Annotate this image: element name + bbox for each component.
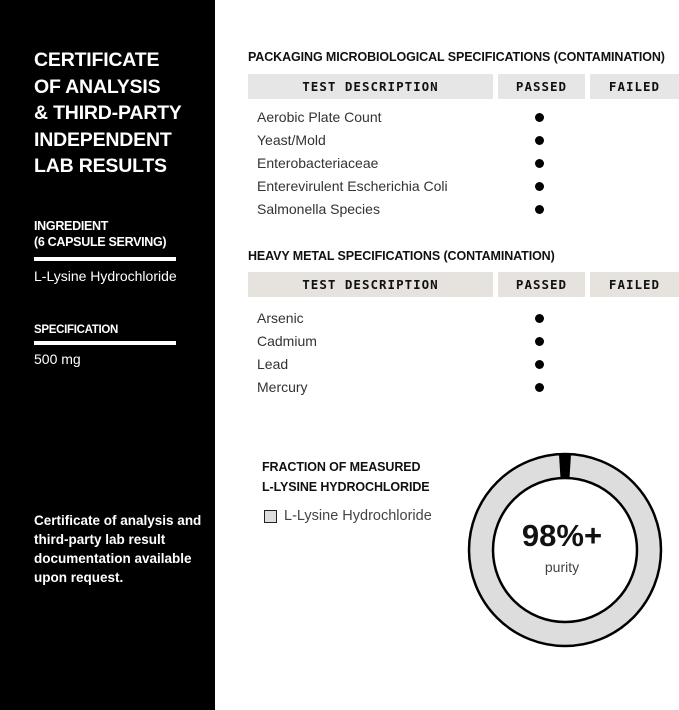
title-line: & THIRD-PARTY: [34, 102, 182, 124]
title-line: LAB RESULTS: [34, 155, 167, 177]
ingredient-label: INGREDIENT (6 CAPSULE SERVING): [34, 218, 167, 250]
heavy-metal-title: HEAVY METAL SPECIFICATIONS (CONTAMINATIO…: [248, 249, 555, 263]
label-line: (6 CAPSULE SERVING): [34, 235, 167, 249]
header-passed: PASSED: [498, 74, 585, 99]
header-failed: FAILED: [590, 74, 679, 99]
passed-dot-icon: [535, 159, 544, 168]
specification-value: 500 mg: [34, 351, 81, 367]
test-row-label: Yeast/Mold: [257, 132, 326, 148]
title-line: L-LYSINE HYDROCHLORIDE: [262, 480, 430, 494]
test-row-label: Salmonella Species: [257, 201, 380, 217]
label-line: INGREDIENT: [34, 219, 109, 233]
test-row-label: Mercury: [257, 379, 308, 395]
divider: [34, 341, 176, 345]
page-title: CERTIFICATE OF ANALYSIS & THIRD-PARTY IN…: [34, 47, 182, 180]
test-row-label: Enterobacteriaceae: [257, 155, 379, 171]
sidebar: CERTIFICATE OF ANALYSIS & THIRD-PARTY IN…: [0, 0, 215, 710]
test-row-label: Cadmium: [257, 333, 317, 349]
purity-sublabel: purity: [544, 559, 580, 575]
divider: [34, 257, 176, 261]
title-line: FRACTION OF MEASURED: [262, 460, 421, 474]
remainder-slice: [468, 453, 662, 647]
header-test-description: TEST DESCRIPTION: [248, 272, 493, 297]
microbiological-title: PACKAGING MICROBIOLOGICAL SPECIFICATIONS…: [248, 50, 665, 64]
purity-donut: [467, 452, 663, 648]
header-failed: FAILED: [590, 272, 679, 297]
fraction-title: FRACTION OF MEASURED L-LYSINE HYDROCHLOR…: [262, 457, 430, 497]
legend-swatch: [264, 510, 277, 523]
passed-dot-icon: [535, 113, 544, 122]
title-line: INDEPENDENT: [34, 128, 172, 151]
test-row-label: Lead: [257, 356, 289, 372]
donut-inner-border: [491, 476, 639, 624]
passed-dot-icon: [535, 337, 544, 346]
test-row-label: Aerobic Plate Count: [257, 109, 382, 125]
purity-value: 98%+: [521, 518, 603, 553]
legend-label: L-Lysine Hydrochloride: [284, 508, 432, 524]
specification-label: SPECIFICATION: [34, 324, 119, 336]
header-passed: PASSED: [498, 272, 585, 297]
passed-dot-icon: [535, 314, 544, 323]
test-row-label: Arsenic: [257, 310, 304, 326]
donut-outer-border: [467, 452, 663, 648]
title-line: CERTIFICATE: [34, 49, 160, 71]
availability-note: Certificate of analysis and third-party …: [34, 513, 202, 585]
passed-dot-icon: [535, 205, 544, 214]
passed-dot-icon: [535, 182, 544, 191]
passed-dot-icon: [535, 360, 544, 369]
title-line: OF ANALYSIS: [34, 75, 161, 98]
ingredient-value: L-Lysine Hydrochloride: [34, 268, 177, 284]
passed-dot-icon: [535, 136, 544, 145]
test-row-label: Enterevirulent Escherichia Coli: [257, 178, 448, 194]
header-test-description: TEST DESCRIPTION: [248, 74, 493, 99]
passed-dot-icon: [535, 383, 544, 392]
